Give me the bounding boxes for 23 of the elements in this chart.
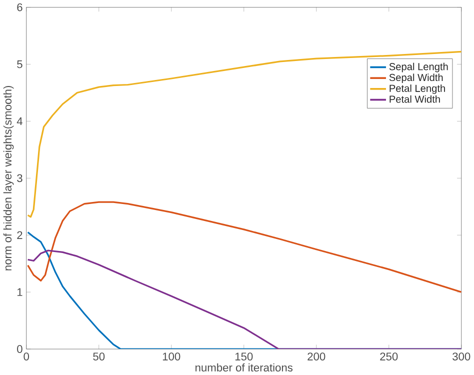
y-tick-label: 3 <box>17 174 22 182</box>
legend-label: Petal Width <box>390 95 440 103</box>
x-tick-label: 200 <box>308 352 326 361</box>
line-series <box>27 50 462 218</box>
x-axis-title: number of iterations <box>196 363 293 372</box>
x-tick-label: 0 <box>24 352 30 361</box>
line-series <box>27 250 462 350</box>
y-tick-label: 0 <box>17 345 22 354</box>
line-series <box>27 201 462 293</box>
x-tick-label: 100 <box>162 352 180 361</box>
legend-label: Sepal Width <box>389 74 443 84</box>
x-tick-label: 150 <box>235 352 253 361</box>
x-tick-label: 50 <box>93 352 105 361</box>
x-tick-label: 250 <box>380 352 398 361</box>
y-tick-label: 6 <box>17 3 22 12</box>
legend-label: Petal Length <box>390 84 445 94</box>
y-axis-title: norm of hidden layer weights(smooth) <box>3 86 14 270</box>
y-tick-label: 1 <box>17 288 22 296</box>
y-tick-label: 5 <box>17 60 22 68</box>
x-tick-label: 300 <box>452 352 470 361</box>
legend-label: Sepal Length <box>389 62 448 72</box>
y-tick-label: 4 <box>16 117 22 126</box>
y-tick-label: 2 <box>17 231 22 240</box>
